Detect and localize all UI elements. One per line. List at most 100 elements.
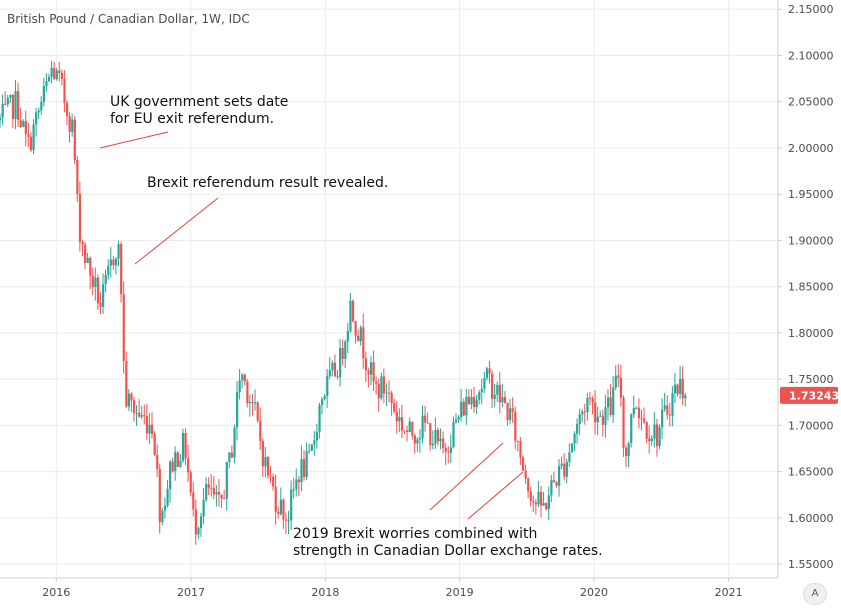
candle-up (635, 407, 638, 409)
candle-up (40, 101, 43, 111)
price-tick-label: 1.55000 (788, 558, 834, 571)
candle-down (223, 498, 226, 500)
candle-up (228, 452, 231, 463)
candle-up (127, 393, 131, 407)
candle-up (248, 402, 252, 404)
annotation-pointer-line (99, 131, 169, 149)
candle-up (599, 415, 602, 417)
candle-up (578, 414, 581, 424)
candle-up (431, 443, 434, 446)
candle-up (614, 375, 617, 388)
candle-up (205, 484, 208, 500)
candle-up (215, 492, 218, 495)
price-tick-label: 2.05000 (788, 96, 834, 109)
candle-down (150, 424, 154, 435)
candle-up (37, 110, 40, 113)
candle-up (604, 407, 607, 425)
candle-up (181, 433, 185, 461)
candle-down (58, 70, 61, 73)
candle-down (132, 400, 136, 413)
candle-down (563, 463, 566, 477)
candle-down (351, 300, 355, 322)
candle-down (527, 478, 530, 492)
candle-up (570, 443, 574, 453)
candle-down (594, 402, 597, 423)
candle-up (359, 327, 362, 342)
candle-up (50, 68, 53, 77)
time-tick-label: 2018 (311, 586, 339, 599)
price-tick-label: 1.80000 (788, 327, 834, 340)
candle-down (583, 411, 586, 413)
candle-down (153, 434, 156, 456)
candle-down (444, 448, 447, 452)
candle-up (6, 97, 9, 105)
candle-up (653, 424, 656, 439)
candle-down (622, 397, 625, 448)
candle-down (302, 459, 306, 477)
candle-down (601, 415, 605, 425)
candle-down (516, 440, 520, 442)
candle-down (63, 78, 66, 103)
candle-up (86, 257, 89, 263)
last-price-badge (780, 386, 838, 404)
candle-up (385, 392, 388, 394)
candle-up (576, 423, 579, 434)
time-tick-label: 2019 (446, 586, 474, 599)
candle-down (354, 321, 357, 336)
candle-up (480, 388, 483, 393)
candle-down (473, 396, 476, 408)
candle-up (418, 437, 422, 440)
candle-down (640, 418, 643, 420)
candle-up (279, 499, 283, 515)
candle-up (32, 124, 35, 151)
grid (0, 0, 778, 578)
candle-down (130, 393, 133, 401)
candle-up (478, 392, 481, 400)
candle-up (452, 421, 455, 448)
candle-down (277, 511, 280, 515)
candle-down (462, 401, 465, 416)
candle-down (506, 402, 509, 421)
auto-scale-button[interactable]: A (803, 583, 827, 605)
candle-up (292, 489, 295, 491)
candle-up (197, 528, 200, 535)
candle-up (241, 374, 244, 381)
annotations: UK government sets date for EU exit refe… (99, 94, 603, 559)
candle-up (9, 95, 12, 98)
candle-down (362, 327, 365, 359)
candle-up (287, 520, 290, 522)
candle-down (187, 458, 190, 473)
candle-up (264, 456, 267, 467)
candle-up (328, 370, 331, 377)
candle-down (447, 451, 450, 453)
candle-down (269, 475, 272, 477)
candle-down (78, 193, 82, 242)
price-axis: 2.15000 2.10000 2.05000 2.00000 1.95000 1.900… (778, 3, 834, 571)
annotation-text: Brexit referendum result revealed. (147, 175, 388, 191)
candle-down (17, 91, 20, 120)
candle-down (210, 487, 213, 489)
candle-up (679, 378, 682, 394)
candle-down (284, 519, 288, 521)
price-tick-label: 1.85000 (788, 281, 834, 294)
candle-up (612, 387, 615, 416)
candle-down (364, 358, 368, 371)
candle-up (684, 395, 687, 399)
candle-up (380, 376, 383, 399)
candle-up (14, 91, 17, 119)
candle-up (671, 393, 674, 416)
candle-up (169, 461, 172, 490)
candle-up (148, 424, 151, 434)
candle-down (498, 384, 501, 403)
candle-up (454, 419, 458, 422)
candle-up (606, 397, 610, 408)
price-tick-label: 1.95000 (788, 188, 834, 201)
candle-down (68, 116, 71, 132)
candle-up (501, 397, 504, 403)
annotation-text: 2019 Brexit worries combined with (293, 526, 537, 542)
candle-up (331, 362, 334, 371)
candle-down (519, 440, 522, 458)
candle-up (349, 300, 352, 332)
time-tick-label: 2016 (42, 586, 70, 599)
